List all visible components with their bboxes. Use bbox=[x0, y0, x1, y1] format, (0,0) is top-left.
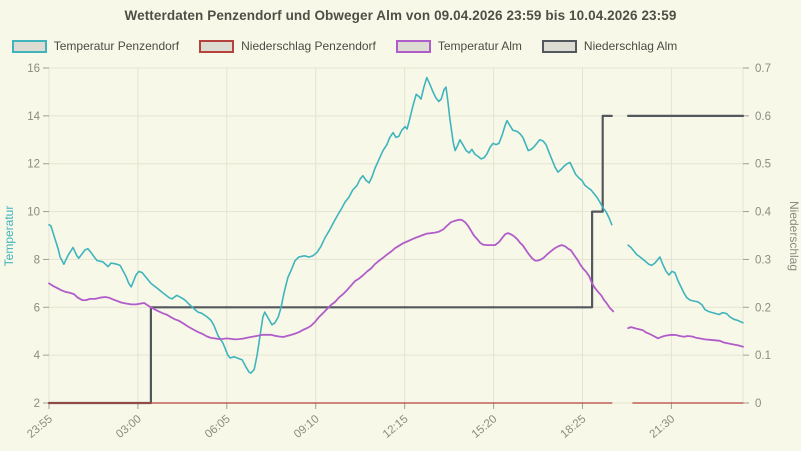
chart-legend: Temperatur Penzendorf Niederschlag Penze… bbox=[0, 39, 689, 53]
legend-label: Temperatur Alm bbox=[437, 39, 522, 53]
series-line-temperatur-alm bbox=[48, 218, 615, 341]
legend-item-niederschlag-penzendorf[interactable]: Niederschlag Penzendorf bbox=[199, 39, 376, 53]
legend-swatch-niederschlag-alm bbox=[541, 39, 577, 53]
left-tick-label: 14 bbox=[27, 111, 40, 123]
left-tick-label: 16 bbox=[27, 63, 40, 75]
left-tick-label: 12 bbox=[27, 159, 40, 171]
left-tick-label: 2 bbox=[34, 398, 40, 410]
left-axis-title: Temperatur bbox=[2, 206, 16, 267]
series-line-niederschlag-alm bbox=[47, 114, 613, 405]
right-tick-label: 0.3 bbox=[755, 254, 771, 266]
x-tick-label: 12:15 bbox=[381, 413, 411, 441]
x-tick-label: 18:25 bbox=[559, 413, 589, 441]
left-tick-label: 8 bbox=[34, 254, 40, 266]
legend-label: Niederschlag Penzendorf bbox=[241, 39, 376, 53]
legend-item-niederschlag-alm[interactable]: Niederschlag Alm bbox=[541, 39, 678, 53]
legend-swatch-niederschlag-penzendorf bbox=[199, 39, 235, 53]
right-tick-label: 0.2 bbox=[755, 302, 771, 314]
right-tick-label: 0.6 bbox=[755, 111, 771, 123]
legend-item-temperatur-penzendorf[interactable]: Temperatur Penzendorf bbox=[11, 39, 180, 53]
x-tick-label: 23:55 bbox=[25, 413, 55, 441]
x-tick-label: 03:00 bbox=[114, 413, 144, 441]
x-tick-label: 15:20 bbox=[470, 413, 500, 441]
right-tick-label: 0.7 bbox=[755, 63, 771, 75]
legend-label: Niederschlag Alm bbox=[583, 39, 678, 53]
left-tick-label: 6 bbox=[34, 302, 40, 314]
legend-swatch-temperatur-penzendorf bbox=[11, 39, 47, 53]
right-tick-label: 0.4 bbox=[755, 207, 772, 219]
x-tick-label: 06:05 bbox=[203, 413, 233, 441]
series-line-temperatur-penzendorf bbox=[48, 76, 613, 374]
left-tick-label: 4 bbox=[34, 350, 41, 362]
left-tick-label: 10 bbox=[27, 207, 40, 219]
chart-title: Wetterdaten Penzendorf und Obweger Alm v… bbox=[124, 8, 677, 23]
legend-swatch-temperatur-alm bbox=[395, 39, 431, 53]
series-line-temperatur-penzendorf bbox=[627, 244, 744, 324]
right-axis-title: Niederschlag bbox=[787, 201, 801, 271]
x-tick-label: 09:10 bbox=[292, 413, 322, 441]
x-tick-label: 21:30 bbox=[648, 413, 678, 441]
series-line-temperatur-alm bbox=[627, 326, 744, 348]
legend-label: Temperatur Penzendorf bbox=[53, 39, 180, 53]
right-tick-label: 0.1 bbox=[755, 350, 771, 362]
legend-item-temperatur-alm[interactable]: Temperatur Alm bbox=[395, 39, 522, 53]
plot-area[interactable] bbox=[49, 68, 743, 403]
right-tick-label: 0.5 bbox=[755, 159, 771, 171]
right-tick-label: 0 bbox=[755, 398, 761, 410]
